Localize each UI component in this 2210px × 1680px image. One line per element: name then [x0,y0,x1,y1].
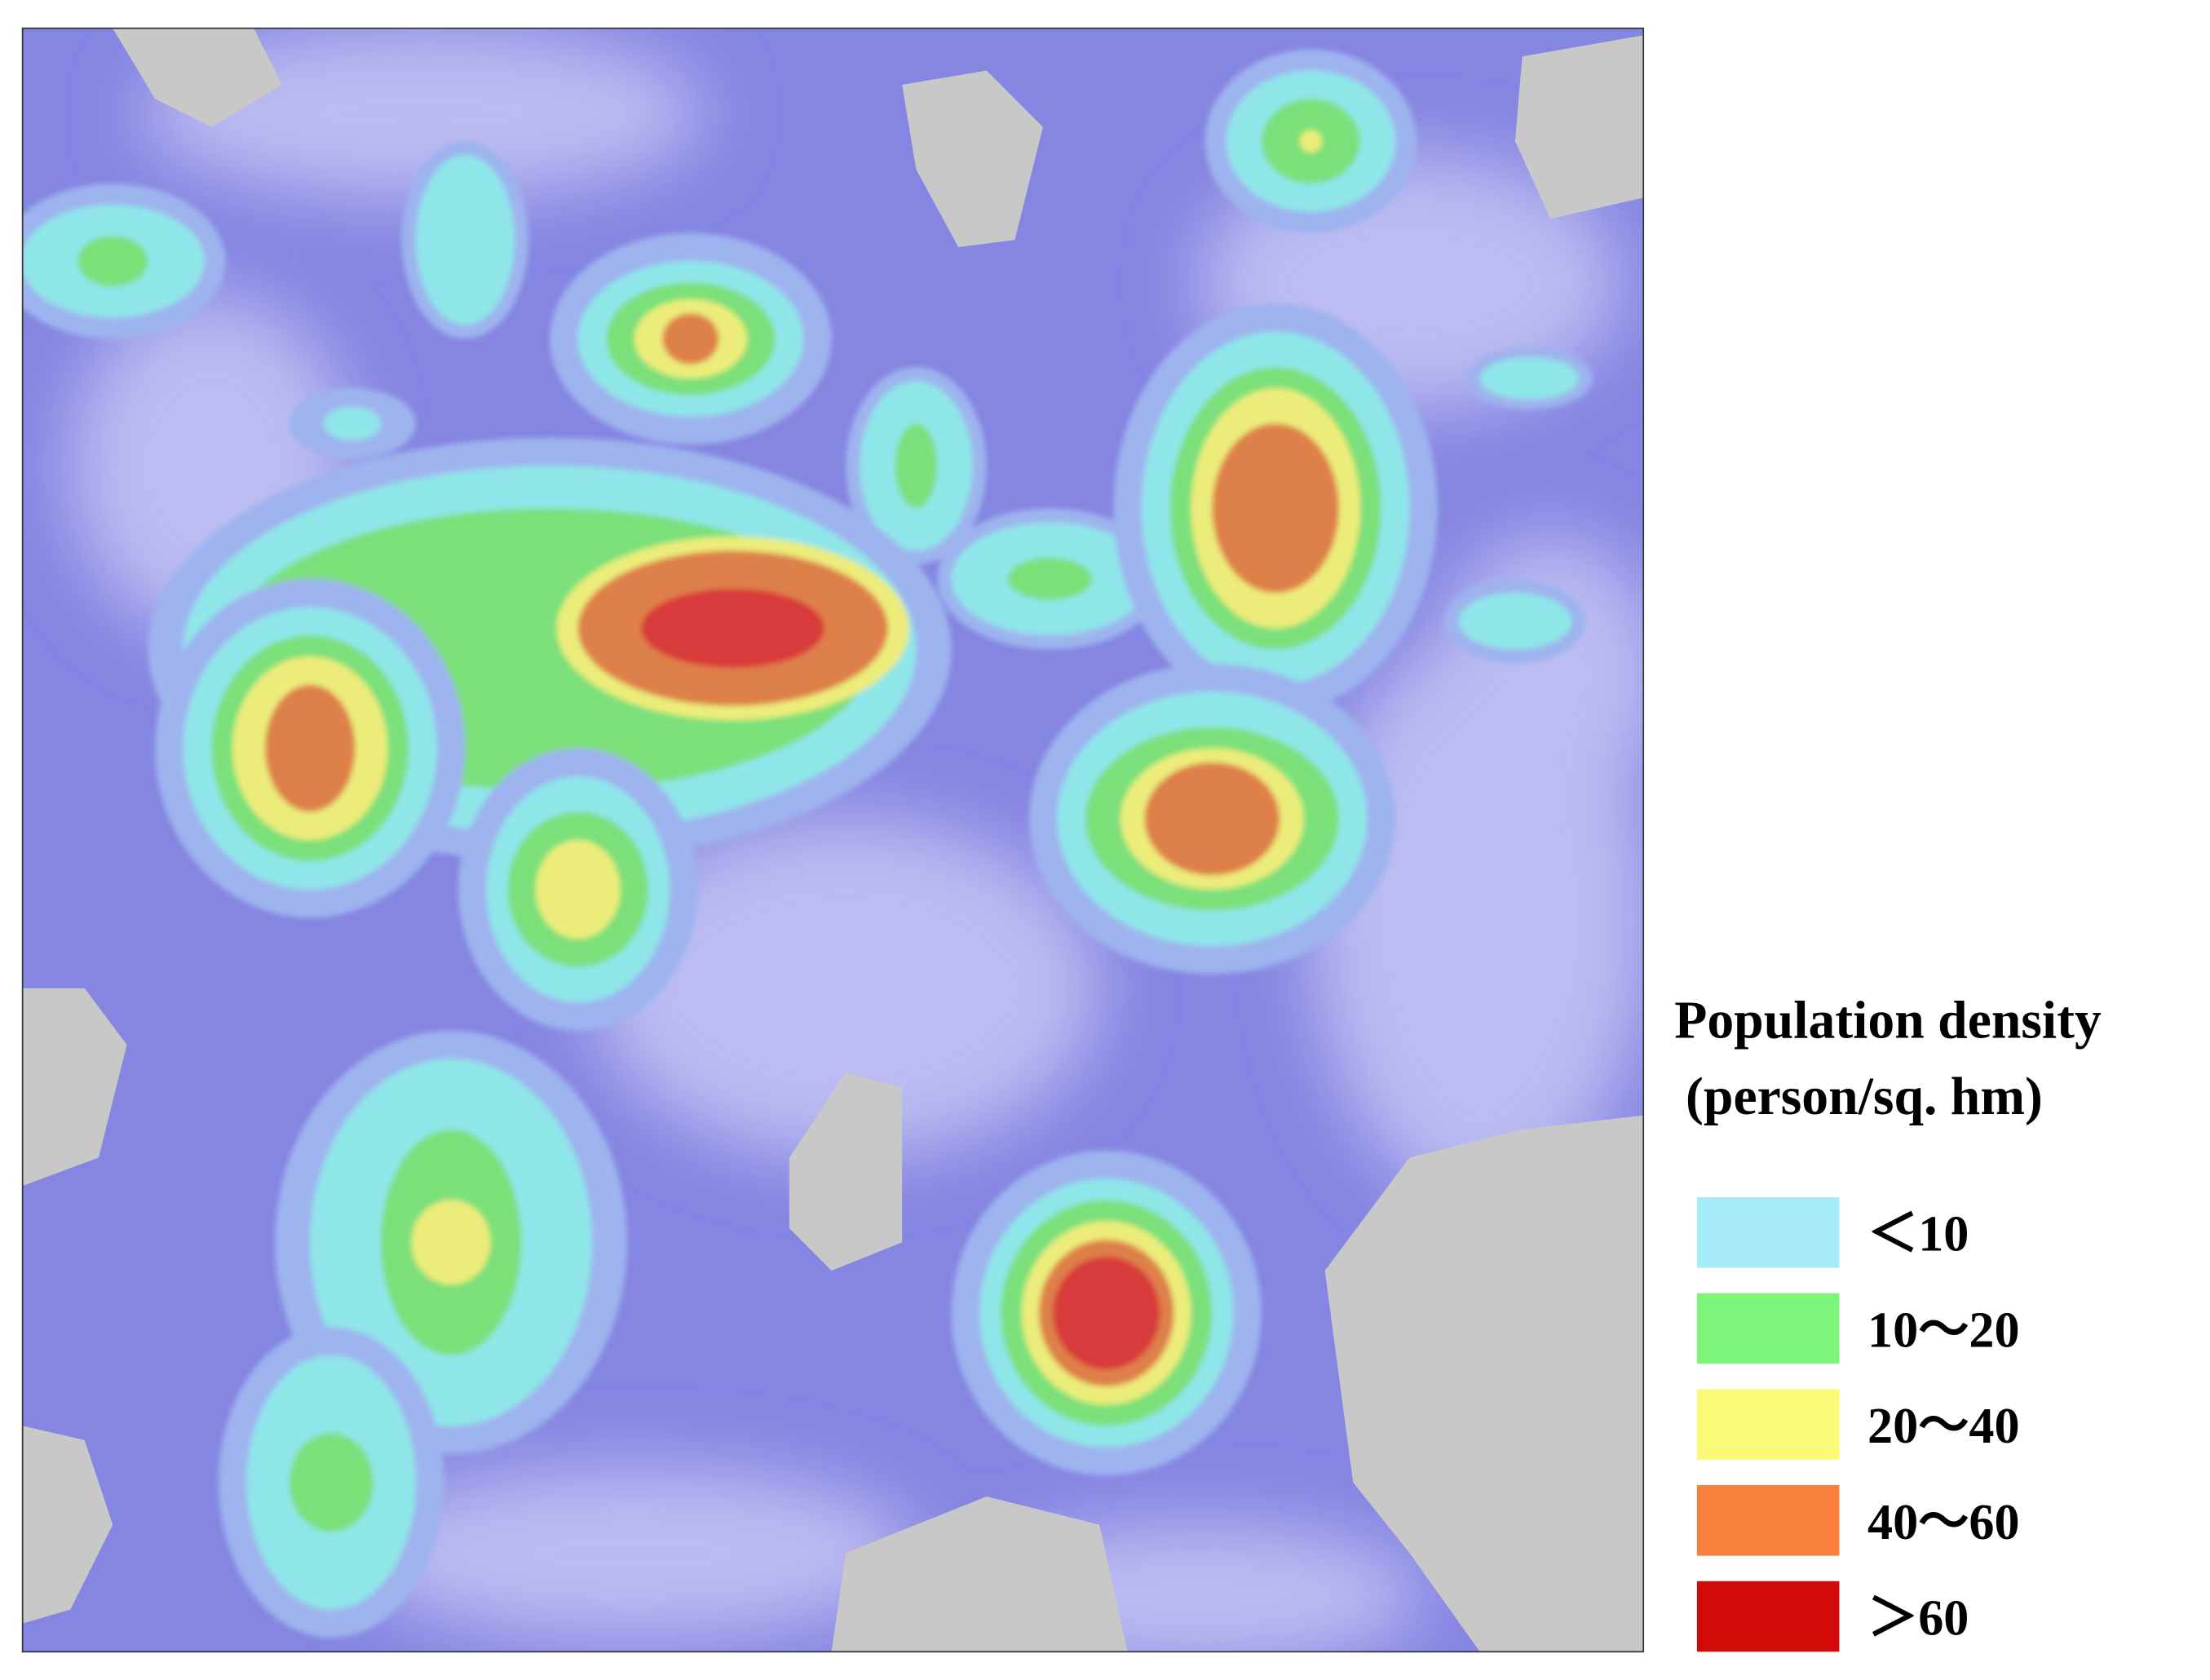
density-zone [1007,557,1093,600]
density-zone [1479,356,1579,400]
legend-title: Population density [1674,990,2102,1050]
legend-label: 20～40 [1867,1399,2020,1454]
legend-label: ＞60 [1867,1591,1969,1647]
density-zone [895,423,938,509]
density-zone [289,1433,374,1532]
legend-swatch [1696,1196,1840,1268]
density-zone [1458,593,1572,650]
density-zone [324,406,381,441]
density-zone [662,313,719,365]
density-zone [77,236,148,287]
no-data-areas [22,28,1644,1652]
density-zone [1299,130,1323,153]
light-area [352,1468,917,1638]
density-zone [264,684,356,812]
legend-subtitle: (person/sq. hm) [1686,1067,2043,1126]
light-area [140,28,705,198]
density-zone [415,155,515,325]
legend-label: 40～60 [1867,1495,2020,1550]
density-zone [1053,1256,1160,1370]
legend-swatch [1696,1485,1840,1556]
density-zone [535,840,621,939]
map-frame [21,27,1645,1653]
legend-swatch [1696,1389,1840,1460]
density-zones [22,49,1593,1638]
density-zone [641,588,825,668]
legend-label: ＜10 [1867,1207,1969,1262]
light-area [591,819,1100,1158]
light-area [1437,536,1644,819]
density-zone [411,1200,491,1285]
density-zone [1144,762,1280,876]
density-zone [1212,423,1339,594]
legend-label: 10～20 [1867,1302,2020,1358]
legend: Population density (person/sq. hm) ＜10 10… [1674,990,2102,1652]
legend-swatch [1696,1581,1840,1652]
legend-swatch [1696,1293,1840,1364]
density-map [22,28,1644,1652]
